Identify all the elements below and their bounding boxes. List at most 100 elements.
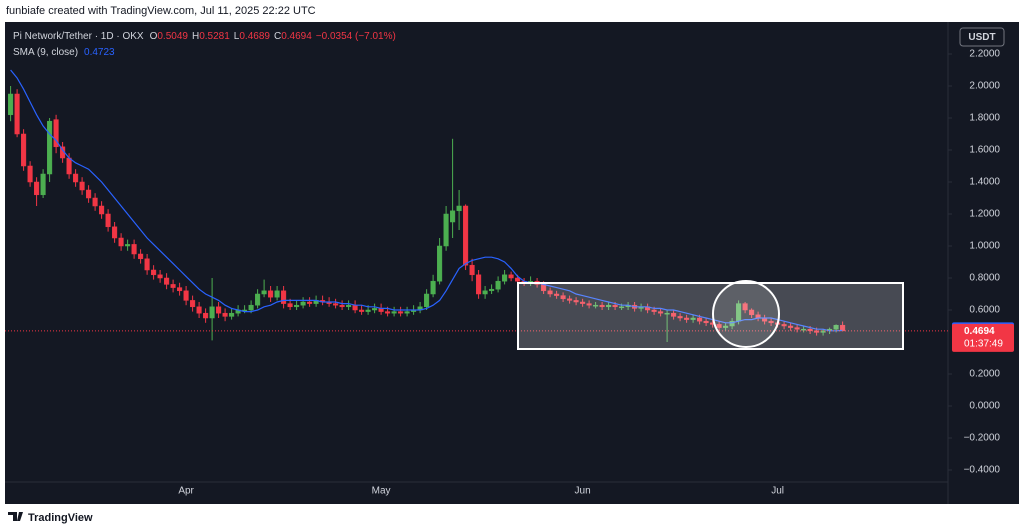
x-tick-label: Apr: [178, 486, 194, 497]
currency-box[interactable]: [959, 27, 1005, 47]
candle-body: [66, 157, 72, 175]
candle-body: [216, 306, 222, 314]
candle-body: [833, 324, 839, 330]
candle-body: [365, 309, 371, 312]
y-tick-label: 1.4000: [969, 177, 1000, 188]
candle-body: [385, 311, 391, 314]
candle-body: [196, 306, 202, 314]
footer-brand: TradingView: [28, 512, 93, 524]
candle-body: [307, 301, 313, 304]
candle-body: [144, 258, 150, 271]
candle-body: [177, 287, 183, 292]
candle-body: [560, 295, 566, 300]
candle-body: [398, 311, 404, 314]
candle-body: [255, 293, 261, 306]
candle-body: [222, 312, 228, 317]
x-tick-label: Jun: [575, 486, 591, 497]
y-tick-label: 2.0000: [969, 81, 1000, 92]
candle-body: [612, 304, 618, 308]
candle-body: [372, 308, 378, 311]
candle-body: [79, 181, 85, 191]
candle-body: [567, 298, 573, 301]
candle-body: [690, 317, 696, 320]
candle-body: [619, 306, 625, 309]
candle-body: [482, 290, 488, 295]
candle-body: [346, 304, 352, 308]
candle-body: [151, 269, 157, 276]
axes: 2.2000 2.0000 1.8000 1.6000 1.4000 1.2000 1.00…: [178, 49, 1000, 497]
candle-body: [268, 290, 274, 298]
candle-body: [437, 245, 443, 282]
candle-body: [404, 311, 410, 314]
y-tick-label: 0.0000: [969, 401, 1000, 412]
candle-body: [118, 237, 124, 247]
candle-body: [229, 312, 235, 317]
candle-body: [424, 293, 430, 308]
candle-body: [352, 304, 358, 311]
y-tick-label: 1.8000: [969, 113, 1000, 124]
candle-body: [684, 317, 690, 320]
candle-body: [807, 328, 813, 332]
y-tick-label: 1.2000: [969, 209, 1000, 220]
ohlc-value: 0.4694: [281, 31, 312, 42]
footer-logo: [8, 512, 23, 521]
candle-body: [281, 290, 287, 304]
ohlc-value: 0.5049: [157, 31, 188, 42]
candle-body: [489, 288, 495, 292]
candle-body: [502, 274, 508, 282]
candle-body: [456, 205, 462, 212]
candle-body: [164, 277, 170, 285]
candle-body: [203, 312, 209, 319]
candle-body: [450, 210, 456, 223]
price-tag: [952, 323, 1014, 352]
y-tick-label: −0.2000: [964, 433, 1001, 444]
candle-body: [274, 290, 280, 298]
candle-body: [443, 213, 449, 247]
candle-body: [21, 133, 27, 167]
candle-body: [820, 330, 826, 333]
candle-body: [34, 181, 40, 196]
candle-body: [125, 244, 131, 247]
credit: funbiafe created with TradingView.com, J…: [6, 5, 316, 17]
candle-body: [651, 309, 657, 312]
candle-body: [723, 325, 729, 328]
candle-body: [47, 120, 53, 175]
candle-body: [391, 311, 397, 314]
highlight-circle: [712, 280, 780, 348]
candle-body: [814, 330, 820, 333]
candle-body: [112, 226, 118, 239]
candle-body: [294, 304, 300, 308]
candle-body: [794, 327, 800, 330]
candle-body: [86, 189, 92, 199]
candle-body: [703, 320, 709, 324]
candle-body: [788, 325, 794, 328]
candle-body: [92, 197, 98, 207]
candle-body: [606, 304, 612, 308]
candle-body: [463, 205, 469, 266]
candle-body: [99, 205, 105, 215]
candle-body: [658, 311, 664, 314]
candle-body: [580, 301, 586, 304]
candle-body: [157, 274, 163, 279]
candle-body: [183, 290, 189, 301]
candle-body: [53, 119, 59, 148]
candle-body: [261, 290, 267, 295]
x-tick-label: Jul: [771, 486, 784, 497]
candle-body: [677, 316, 683, 319]
y-tick-label: 2.2000: [969, 49, 1000, 60]
candle-body: [190, 300, 196, 308]
candle-body: [697, 317, 703, 322]
candle-body: [138, 253, 144, 260]
ohlc-value: 0.5281: [199, 31, 230, 42]
footer-bar: [0, 504, 1024, 532]
ohlc-label: H: [192, 31, 199, 42]
candle-body: [14, 93, 20, 135]
candle-body: [554, 293, 560, 296]
currency[interactable]: USDT: [968, 32, 995, 43]
change: −0.0354 (−7.01%): [316, 31, 396, 42]
y-tick-label: 0.8000: [969, 273, 1000, 284]
candle-body: [716, 324, 722, 328]
candle-body: [8, 93, 14, 116]
candle-body: [430, 280, 436, 295]
